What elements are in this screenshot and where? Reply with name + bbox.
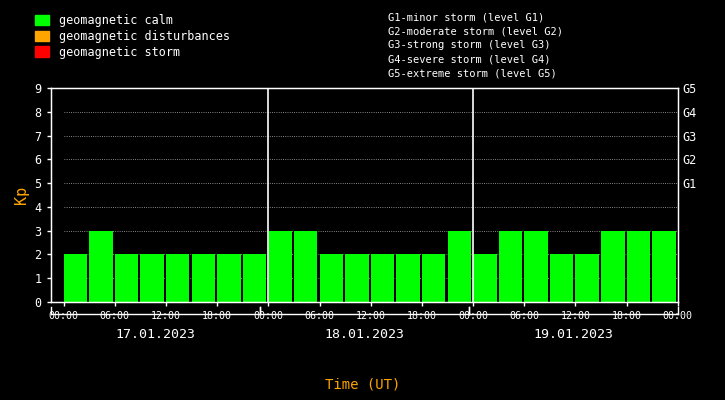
Bar — [268, 231, 292, 302]
Bar — [294, 231, 318, 302]
Bar — [345, 254, 369, 302]
Bar — [217, 254, 241, 302]
Text: 17.01.2023: 17.01.2023 — [115, 328, 195, 340]
Bar — [473, 254, 497, 302]
Legend: geomagnetic calm, geomagnetic disturbances, geomagnetic storm: geomagnetic calm, geomagnetic disturbanc… — [35, 14, 230, 59]
Bar — [370, 254, 394, 302]
Bar — [447, 231, 471, 302]
Y-axis label: Kp: Kp — [14, 186, 29, 204]
Bar — [89, 231, 112, 302]
Text: G1-minor storm (level G1)
G2-moderate storm (level G2)
G3-strong storm (level G3: G1-minor storm (level G1) G2-moderate st… — [388, 12, 563, 78]
Bar — [320, 254, 343, 302]
Bar — [243, 254, 266, 302]
Bar — [64, 254, 87, 302]
Bar — [652, 231, 676, 302]
Bar — [626, 231, 650, 302]
Bar — [499, 231, 522, 302]
Bar — [191, 254, 215, 302]
Bar — [550, 254, 573, 302]
Text: Time (UT): Time (UT) — [325, 378, 400, 392]
Bar — [524, 231, 548, 302]
Bar — [166, 254, 189, 302]
Bar — [141, 254, 164, 302]
Bar — [397, 254, 420, 302]
Bar — [576, 254, 599, 302]
Bar — [601, 231, 625, 302]
Bar — [422, 254, 445, 302]
Text: 19.01.2023: 19.01.2023 — [534, 328, 613, 340]
Bar — [115, 254, 138, 302]
Text: 18.01.2023: 18.01.2023 — [324, 328, 405, 340]
